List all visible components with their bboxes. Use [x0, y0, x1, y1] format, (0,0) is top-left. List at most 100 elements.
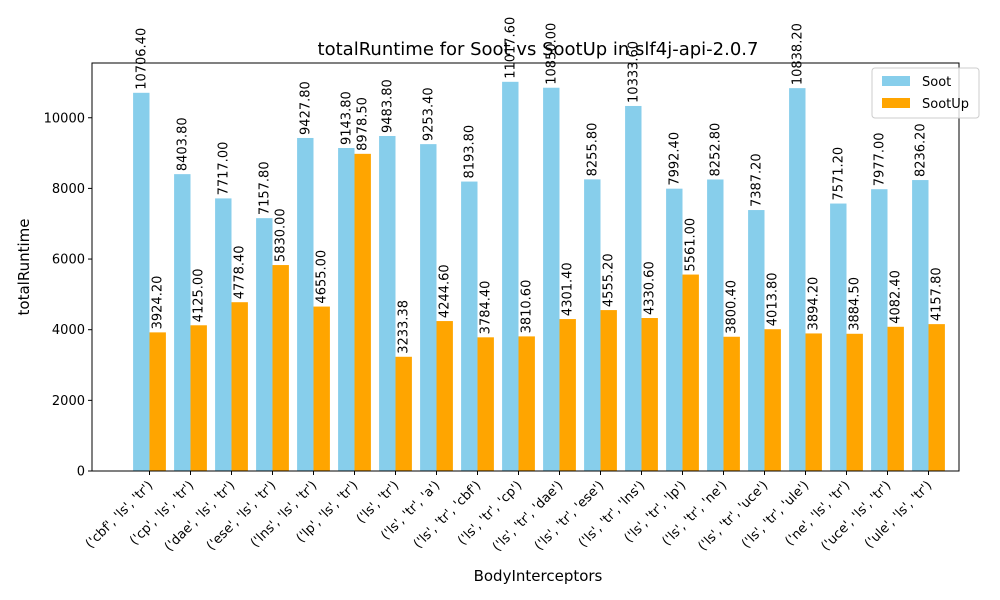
data-label-soot-19: 8236.20 — [913, 123, 928, 177]
chart-title: totalRuntime for Soot vs SootUp in slf4j… — [318, 39, 759, 60]
x-tick-label-2: ('dae', 'ls', 'tr') — [162, 478, 238, 554]
data-label-sootup-12: 4330.60 — [643, 261, 658, 315]
bar-soot-15 — [748, 210, 765, 471]
bar-soot-1 — [174, 174, 191, 471]
data-label-sootup-16: 3894.20 — [807, 277, 822, 331]
bar-sootup-16 — [805, 333, 822, 471]
bar-sootup-3 — [272, 265, 289, 471]
bar-sootup-18 — [887, 326, 904, 471]
bar-sootup-0 — [149, 332, 166, 471]
bar-sootup-2 — [231, 302, 248, 471]
bar-sootup-10 — [559, 319, 576, 471]
data-label-soot-9: 11017.60 — [503, 17, 518, 79]
data-labels-group: 10706.40 3924.20 8403.80 4125.00 7717.00 4778… — [134, 17, 944, 354]
data-label-soot-11: 8255.80 — [585, 123, 600, 177]
data-label-sootup-7: 4244.60 — [438, 264, 453, 318]
data-label-sootup-5: 8978.50 — [356, 97, 371, 151]
data-label-sootup-17: 3884.50 — [848, 277, 863, 331]
bar-soot-4 — [297, 137, 314, 472]
bar-soot-17 — [830, 203, 847, 472]
bar-sootup-5 — [354, 153, 371, 471]
x-axis-label: BodyInterceptors — [474, 567, 603, 585]
data-label-soot-1: 8403.80 — [175, 117, 190, 171]
data-label-soot-6: 9483.80 — [380, 79, 395, 133]
bar-sootup-7 — [436, 321, 453, 471]
bar-soot-18 — [871, 189, 888, 471]
y-axis: 0 2000 4000 6000 8000 10000 — [44, 111, 92, 480]
bar-soot-9 — [502, 81, 519, 471]
data-label-sootup-8: 3784.40 — [479, 281, 494, 335]
data-label-sootup-9: 3810.60 — [520, 280, 535, 334]
bar-soot-2 — [215, 198, 232, 471]
bar-soot-19 — [912, 180, 929, 472]
bar-sootup-11 — [600, 310, 617, 471]
legend-swatch-sootup — [882, 98, 910, 108]
bar-sootup-15 — [764, 329, 781, 471]
x-tick-label-15: ('ls', 'tr', 'uce') — [695, 478, 771, 554]
bar-soot-7 — [420, 144, 437, 471]
bar-sootup-12 — [641, 318, 658, 471]
y-axis-label: totalRuntime — [15, 219, 33, 316]
bar-soot-16 — [789, 88, 806, 471]
data-label-soot-5: 9143.80 — [339, 91, 354, 145]
y-tick-label-1: 2000 — [52, 394, 85, 409]
data-label-sootup-11: 4555.20 — [602, 253, 617, 307]
x-tick-label-10: ('ls', 'tr', 'dae') — [490, 478, 566, 554]
bar-soot-10 — [543, 87, 560, 472]
data-label-sootup-10: 4301.40 — [561, 262, 576, 316]
bar-soot-11 — [584, 179, 601, 471]
data-label-soot-18: 7977.00 — [872, 132, 887, 186]
bar-sootup-13 — [682, 274, 699, 471]
y-tick-label-5: 10000 — [44, 111, 85, 126]
data-label-soot-16: 10838.20 — [790, 23, 805, 85]
bar-soot-8 — [461, 181, 478, 471]
bar-sootup-9 — [518, 336, 535, 471]
legend-label-soot: Soot — [922, 75, 951, 90]
data-label-soot-15: 7387.20 — [749, 153, 764, 207]
bar-sootup-19 — [928, 324, 945, 471]
y-tick-label-4: 8000 — [52, 182, 85, 197]
legend-label-sootup: SootUp — [922, 97, 969, 112]
y-tick-label-2: 4000 — [52, 323, 85, 338]
bar-soot-12 — [625, 105, 642, 471]
data-label-sootup-3: 5830.00 — [274, 208, 289, 262]
data-label-sootup-15: 4013.80 — [766, 272, 781, 326]
data-label-soot-14: 8252.80 — [708, 123, 723, 177]
bar-sootup-14 — [723, 336, 740, 471]
bar-soot-13 — [666, 188, 683, 471]
data-label-sootup-19: 4157.80 — [930, 267, 945, 321]
data-label-sootup-0: 3924.20 — [151, 276, 166, 330]
bar-soot-5 — [338, 147, 355, 471]
legend-swatch-soot — [882, 76, 910, 86]
bar-soot-14 — [707, 179, 724, 471]
x-tick-label-18: ('uce', 'ls', 'tr') — [818, 478, 894, 554]
data-label-soot-8: 8193.80 — [462, 125, 477, 179]
data-label-sootup-2: 4778.40 — [233, 245, 248, 299]
data-label-soot-7: 9253.40 — [421, 87, 436, 141]
data-label-sootup-13: 5561.00 — [684, 218, 699, 272]
data-label-sootup-6: 3233.38 — [397, 300, 412, 354]
bar-sootup-6 — [395, 356, 412, 471]
data-label-soot-17: 7571.20 — [831, 147, 846, 201]
bar-soot-6 — [379, 135, 396, 471]
data-label-sootup-4: 4655.00 — [315, 250, 330, 304]
bars-group — [133, 81, 945, 472]
plot-frame — [91, 62, 960, 472]
bar-soot-3 — [256, 218, 273, 471]
bar-sootup-17 — [846, 333, 863, 471]
y-tick-label-0: 0 — [77, 465, 85, 480]
bar-sootup-8 — [477, 337, 494, 471]
data-label-soot-3: 7157.80 — [257, 161, 272, 215]
data-label-sootup-18: 4082.40 — [889, 270, 904, 324]
data-label-soot-12: 10333.60 — [626, 41, 641, 103]
data-label-soot-10: 10850.00 — [544, 23, 559, 85]
legend: Soot SootUp — [871, 67, 980, 119]
data-label-soot-2: 7717.00 — [216, 142, 231, 196]
bar-soot-0 — [133, 92, 150, 471]
y-tick-label-3: 6000 — [52, 253, 85, 268]
data-label-sootup-14: 3800.40 — [725, 280, 740, 334]
data-label-soot-4: 9427.80 — [298, 81, 313, 135]
bar-sootup-4 — [313, 306, 330, 471]
x-axis: ('cbf', 'ls', 'tr')('cp', 'ls', 'tr')('d… — [83, 471, 935, 555]
